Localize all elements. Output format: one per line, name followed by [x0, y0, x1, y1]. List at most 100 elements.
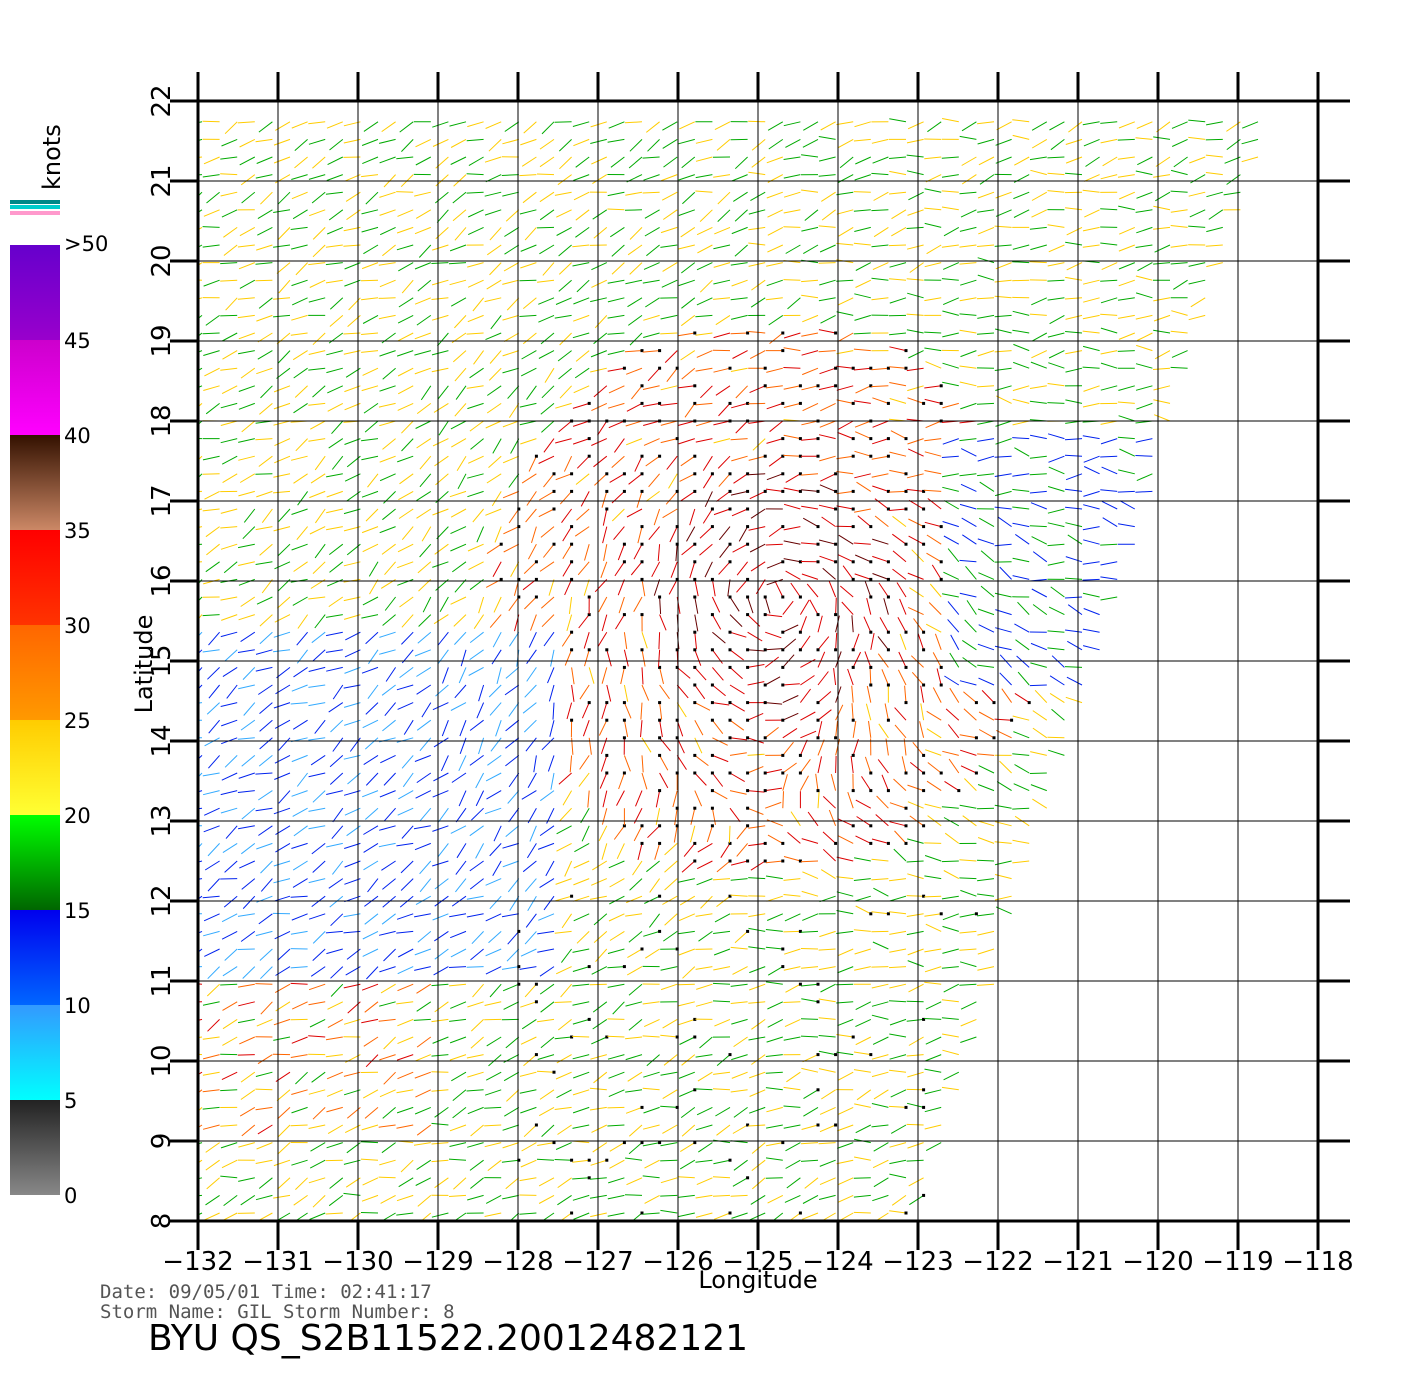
wind-vector: [854, 293, 871, 299]
wind-vector: [487, 754, 502, 766]
wind-vector: [1135, 438, 1153, 443]
wind-vector: [615, 614, 625, 630]
rain-flag-mark: [658, 753, 662, 757]
wind-vector: [255, 279, 273, 282]
wind-vector: [448, 262, 467, 265]
rain-flag-mark: [869, 630, 873, 634]
wind-vector: [999, 566, 1012, 580]
wind-vector: [328, 332, 344, 344]
wind-vector: [801, 350, 819, 356]
wind-vector: [695, 966, 713, 970]
rain-flag-mark: [869, 1053, 873, 1057]
wind-vector: [624, 350, 643, 353]
rain-flag-mark: [605, 1158, 609, 1162]
wind-vector: [331, 455, 344, 470]
wind-vector: [1014, 692, 1030, 704]
wind-vector: [573, 191, 590, 201]
wind-vector: [978, 624, 995, 633]
wind-vector: [784, 948, 801, 955]
wind-vector: [452, 561, 467, 573]
wind-vector: [416, 684, 432, 695]
wind-vector: [696, 350, 713, 358]
wind-vector: [872, 420, 889, 428]
wind-vector: [767, 966, 784, 976]
wind-vector: [977, 191, 995, 199]
wind-vector: [273, 807, 291, 815]
wind-vector: [837, 1106, 854, 1116]
wind-vector: [977, 893, 995, 897]
wind-vector: [220, 790, 238, 796]
colorbar-tick-label: 20: [64, 804, 91, 828]
wind-vector: [220, 367, 238, 371]
wind-vector: [870, 633, 875, 650]
wind-vector: [801, 1124, 819, 1130]
rain-flag-mark: [834, 841, 838, 845]
wind-vector: [486, 543, 502, 555]
wind-vector: [459, 737, 467, 754]
wind-vector: [607, 1124, 625, 1127]
wind-vector: [943, 571, 960, 580]
wind-vector: [906, 244, 924, 250]
rain-flag-mark: [763, 595, 767, 599]
wind-vector: [448, 1158, 467, 1161]
rain-flag-mark: [710, 525, 714, 529]
wind-vector: [220, 702, 238, 707]
wind-vector: [326, 842, 343, 848]
rain-flag-mark: [904, 806, 908, 810]
wind-vector: [942, 486, 959, 492]
wind-vector: [379, 191, 396, 198]
rain-flag-mark: [640, 947, 644, 951]
rain-flag-mark: [693, 1141, 697, 1145]
wind-vector: [414, 332, 431, 340]
wind-vector: [416, 1124, 432, 1136]
wind-vector: [538, 913, 555, 921]
x-axis-label: Longitude: [698, 1266, 817, 1294]
rain-flag-mark: [851, 718, 855, 722]
rain-flag-mark: [552, 1141, 556, 1145]
wind-vector: [466, 138, 484, 142]
wind-vector: [926, 710, 942, 721]
wind-vector: [349, 737, 361, 752]
wind-vector: [539, 244, 555, 255]
wind-vector: [818, 998, 836, 1003]
wind-vector: [818, 385, 836, 391]
wind-vector: [712, 982, 731, 985]
wind-vector: [924, 470, 942, 475]
wind-vector: [571, 684, 575, 702]
wind-vector: [502, 490, 519, 499]
wind-vector: [1066, 226, 1083, 236]
wind-vector: [260, 860, 273, 874]
wind-vector: [198, 297, 203, 300]
wind-vector: [1171, 310, 1188, 316]
wind-vector: [1047, 486, 1065, 492]
wind-vector: [942, 925, 959, 932]
wind-vector: [539, 966, 555, 977]
wind-vector: [608, 1177, 625, 1184]
wind-vector: [906, 1159, 924, 1162]
rain-flag-mark: [851, 560, 855, 564]
wind-vector: [766, 561, 783, 569]
wind-vector: [664, 878, 678, 891]
wind-vector: [1029, 400, 1047, 404]
wind-vector: [379, 455, 396, 463]
rain-flag-mark: [763, 736, 767, 740]
wind-vector: [291, 121, 308, 129]
wind-vector: [906, 1018, 924, 1022]
wind-vector: [818, 1050, 836, 1056]
wind-vector: [783, 856, 801, 862]
wind-vector: [326, 350, 343, 356]
wind-vector: [660, 1142, 678, 1147]
wind-vector: [906, 138, 924, 144]
wind-vector: [578, 772, 590, 787]
wind-vector: [503, 1071, 520, 1082]
rain-flag-mark: [570, 472, 574, 476]
wind-vector: [220, 191, 238, 197]
wind-vector: [785, 473, 801, 483]
wind-vector: [563, 455, 573, 472]
rain-flag-mark: [869, 366, 873, 370]
wind-vector: [555, 1071, 572, 1080]
wind-vector: [434, 878, 449, 890]
rain-flag-mark: [605, 718, 609, 722]
rain-flag-mark: [798, 982, 802, 986]
wind-vector: [432, 138, 449, 147]
